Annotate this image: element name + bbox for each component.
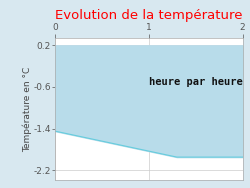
Y-axis label: Température en °C: Température en °C bbox=[22, 66, 32, 152]
Text: heure par heure: heure par heure bbox=[149, 77, 242, 87]
Title: Evolution de la température: Evolution de la température bbox=[55, 9, 242, 22]
